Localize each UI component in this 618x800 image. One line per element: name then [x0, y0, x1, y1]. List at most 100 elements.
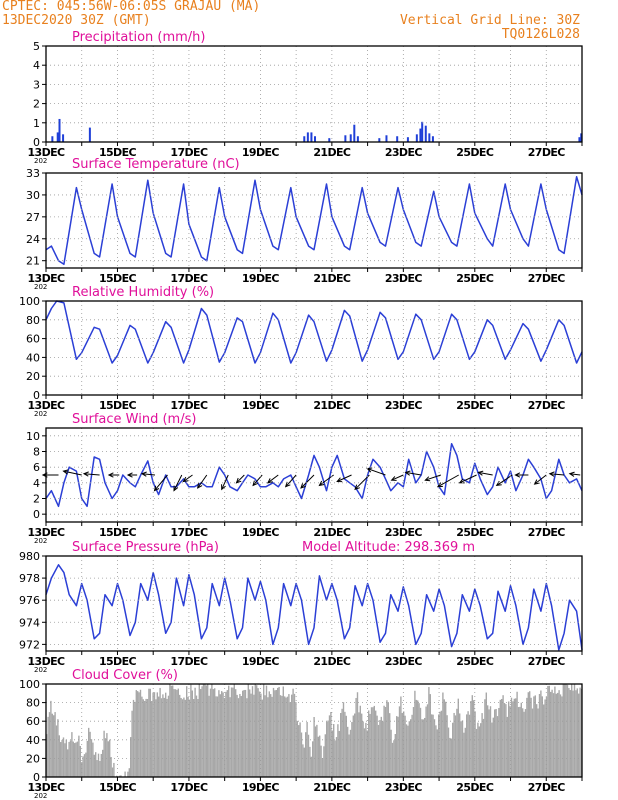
- cloud-bar: [211, 684, 213, 777]
- x-tick-label: 15DEC: [99, 526, 137, 539]
- year-label: 202: [34, 283, 47, 291]
- cloud-bar: [335, 737, 338, 777]
- cloud-bar: [312, 741, 314, 777]
- cloud-bar: [183, 697, 185, 777]
- y-tick-label: 976: [19, 594, 40, 607]
- cloud-bar: [541, 696, 543, 777]
- precip-bar: [385, 135, 388, 142]
- cloud-bar: [218, 690, 220, 777]
- cloud-bar: [226, 690, 228, 777]
- cloud-bar: [186, 686, 188, 777]
- model-altitude-label: Model Altitude: 298.369 m: [302, 540, 475, 555]
- cloud-bar: [48, 712, 51, 777]
- x-tick-label: 19DEC: [242, 272, 280, 285]
- cloud-bar: [124, 771, 126, 777]
- cloud-bar: [282, 686, 284, 777]
- cloud-bar: [270, 694, 272, 777]
- cloud-bar: [215, 696, 217, 777]
- panel-title: Surface Wind (m/s): [72, 412, 196, 427]
- cloud-bar: [440, 710, 443, 777]
- wind-vector: [390, 474, 404, 481]
- wind-vector: [436, 474, 459, 488]
- cloud-bar: [116, 775, 118, 777]
- cloud-bar: [72, 741, 74, 777]
- cloud-bar: [536, 704, 538, 777]
- x-tick-label: 25DEC: [456, 399, 494, 412]
- cloud-bar: [517, 707, 520, 777]
- panel-pressure: [42, 555, 583, 655]
- cloud-bar: [288, 694, 290, 777]
- cloud-bar: [540, 690, 542, 777]
- cloud-bar: [209, 688, 212, 777]
- cloud-bar: [187, 696, 189, 777]
- cloud-bar: [106, 733, 108, 777]
- cloud-bar: [487, 705, 489, 777]
- cloud-bar: [219, 694, 221, 777]
- precip-bar: [344, 135, 347, 142]
- cloud-bar: [320, 745, 322, 777]
- precip-bar: [406, 137, 409, 142]
- cloud-bar: [222, 692, 224, 777]
- cloud-bar: [243, 689, 245, 777]
- cloud-bar: [572, 690, 574, 777]
- cloud-bar: [559, 694, 562, 777]
- panel-humidity: [42, 300, 583, 399]
- cloud-bar: [284, 696, 286, 777]
- cloud-bar: [285, 697, 287, 777]
- cloud-bar: [153, 692, 156, 777]
- cloud-bar: [352, 715, 354, 777]
- cloud-bar: [492, 717, 494, 777]
- cloud-bar: [338, 730, 340, 777]
- cloud-bar: [369, 713, 371, 777]
- cloud-bar: [60, 742, 62, 777]
- y-tick-label: 2: [33, 98, 40, 111]
- cloud-bar: [214, 688, 216, 777]
- cloud-bar: [498, 707, 500, 777]
- cloud-bar: [436, 729, 438, 777]
- cloud-bar: [453, 712, 455, 777]
- x-tick-label: 17DEC: [170, 272, 208, 285]
- humidity-series-line: [45, 300, 583, 364]
- x-tick-label: 17DEC: [170, 146, 208, 159]
- cloud-bar: [130, 737, 132, 777]
- cloud-bar: [144, 700, 146, 777]
- wind-vector: [173, 474, 183, 492]
- cloud-bar: [396, 716, 398, 777]
- cloud-bar: [239, 693, 241, 777]
- cloud-bar: [135, 690, 137, 777]
- year-label: 202: [34, 537, 47, 545]
- cloud-bar: [426, 704, 429, 777]
- precip-bar: [578, 137, 581, 142]
- cloud-bar: [457, 698, 459, 777]
- cloud-bar: [473, 700, 475, 777]
- precip-bar: [396, 136, 399, 142]
- cloud-bar: [439, 711, 441, 777]
- cloud-bar: [228, 685, 230, 777]
- cloud-bar: [333, 724, 335, 777]
- y-tick-label: 80: [26, 314, 40, 327]
- cloud-bar: [212, 689, 214, 777]
- cloud-bar: [552, 693, 555, 777]
- cloud-bar: [240, 696, 242, 777]
- cloud-bar: [478, 726, 480, 777]
- x-tick-label: 19DEC: [242, 655, 280, 668]
- cloud-bar: [172, 685, 174, 777]
- cloud-bar: [296, 720, 298, 777]
- panel-wind: [41, 427, 583, 526]
- cloud-bar: [271, 696, 273, 777]
- cloud-bar: [327, 720, 329, 777]
- cloud-bar: [391, 742, 394, 777]
- cloud-bar: [342, 702, 345, 777]
- cloud-bar: [419, 707, 422, 777]
- cloud-bar: [79, 745, 81, 777]
- cloud-bar: [467, 711, 469, 777]
- cloud-bar: [74, 743, 76, 777]
- cloud-bar: [90, 739, 93, 777]
- y-tick-label: 24: [26, 233, 40, 246]
- cloud-bar: [324, 734, 326, 777]
- cloud-bar: [295, 702, 297, 777]
- x-tick-label: 15DEC: [99, 399, 137, 412]
- cloud-bar: [394, 734, 396, 777]
- cloud-bar: [200, 689, 202, 777]
- cloud-bar: [337, 724, 339, 777]
